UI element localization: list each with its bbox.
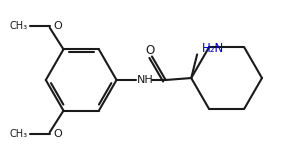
Text: O: O [54, 129, 63, 139]
Text: O: O [54, 21, 63, 31]
Text: CH₃: CH₃ [9, 21, 27, 31]
Text: CH₃: CH₃ [9, 129, 27, 139]
Text: O: O [145, 44, 155, 57]
Text: NH: NH [137, 75, 154, 85]
Text: H₂N: H₂N [202, 42, 224, 55]
